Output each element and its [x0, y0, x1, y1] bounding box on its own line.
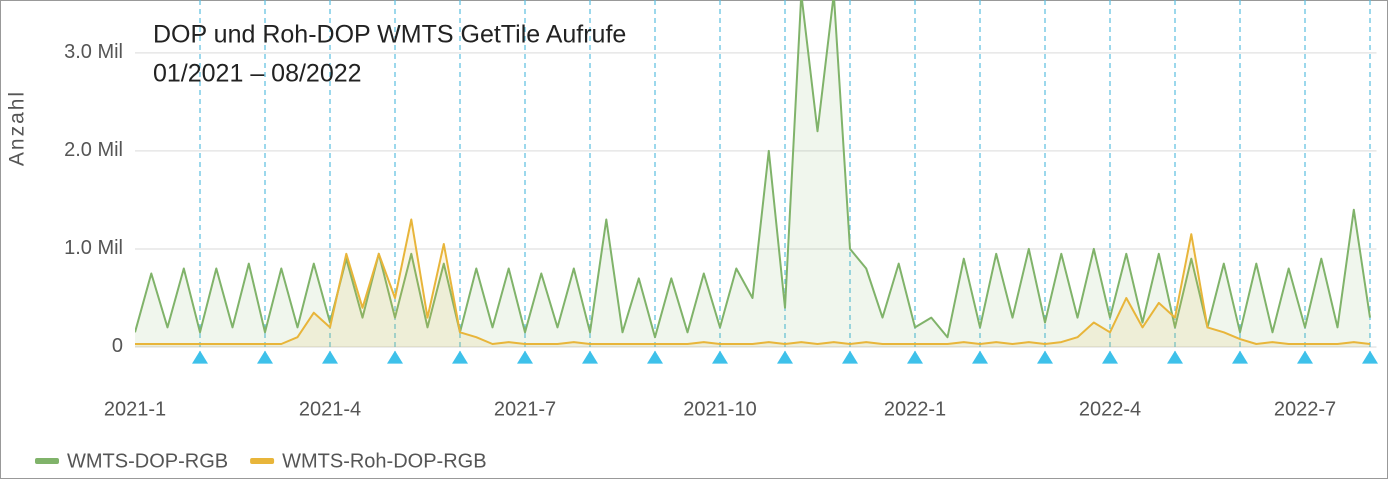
x-tick-label: 2022-7: [1274, 398, 1336, 420]
y-tick-label: 1.0 Mil: [64, 237, 123, 259]
month-marker: [1167, 350, 1183, 364]
month-marker: [907, 350, 923, 364]
month-marker: [452, 350, 468, 364]
month-marker: [712, 350, 728, 364]
series-area: [135, 0, 1370, 347]
y-tick-label: 2.0 Mil: [64, 139, 123, 161]
month-marker: [1362, 350, 1378, 364]
month-marker: [387, 350, 403, 364]
month-marker: [1102, 350, 1118, 364]
legend-label: WMTS-DOP-RGB: [67, 450, 228, 472]
month-marker: [842, 350, 858, 364]
series-area: [135, 219, 1370, 347]
month-marker: [647, 350, 663, 364]
chart-title: DOP und Roh-DOP WMTS GetTile Aufrufe: [153, 21, 626, 49]
grid: [135, 0, 1377, 355]
month-marker: [1232, 350, 1248, 364]
legend-label: WMTS-Roh-DOP-RGB: [282, 450, 486, 472]
x-tick-label: 2022-4: [1079, 398, 1141, 420]
x-tick-label: 2021-4: [299, 398, 361, 420]
x-tick-label: 2021-7: [494, 398, 556, 420]
month-marker: [1297, 350, 1313, 364]
month-marker: [322, 350, 338, 364]
y-axis-label: Anzahl: [6, 90, 29, 166]
y-tick-label: 3.0 Mil: [64, 41, 123, 63]
month-marker: [1037, 350, 1053, 364]
y-tick-label: 0: [112, 335, 123, 357]
month-marker: [257, 350, 273, 364]
month-marker: [582, 350, 598, 364]
month-marker: [972, 350, 988, 364]
month-marker: [517, 350, 533, 364]
month-marker: [192, 350, 208, 364]
plot-area: [135, 0, 1371, 347]
x-tick-label: 2021-1: [104, 398, 166, 420]
legend-swatch: [250, 458, 275, 464]
month-marker: [777, 350, 793, 364]
chart-subtitle: 01/2021 – 08/2022: [153, 60, 362, 88]
overlay: 0 1.0 Mil 2.0 Mil 3.0 Mil 2021-1 2021-4 2021-7…: [35, 41, 1378, 472]
legend-swatch: [35, 458, 59, 464]
x-tick-label: 2022-1: [884, 398, 946, 420]
series-line: [135, 218, 1371, 345]
x-tick-label: 2021-10: [683, 398, 756, 420]
